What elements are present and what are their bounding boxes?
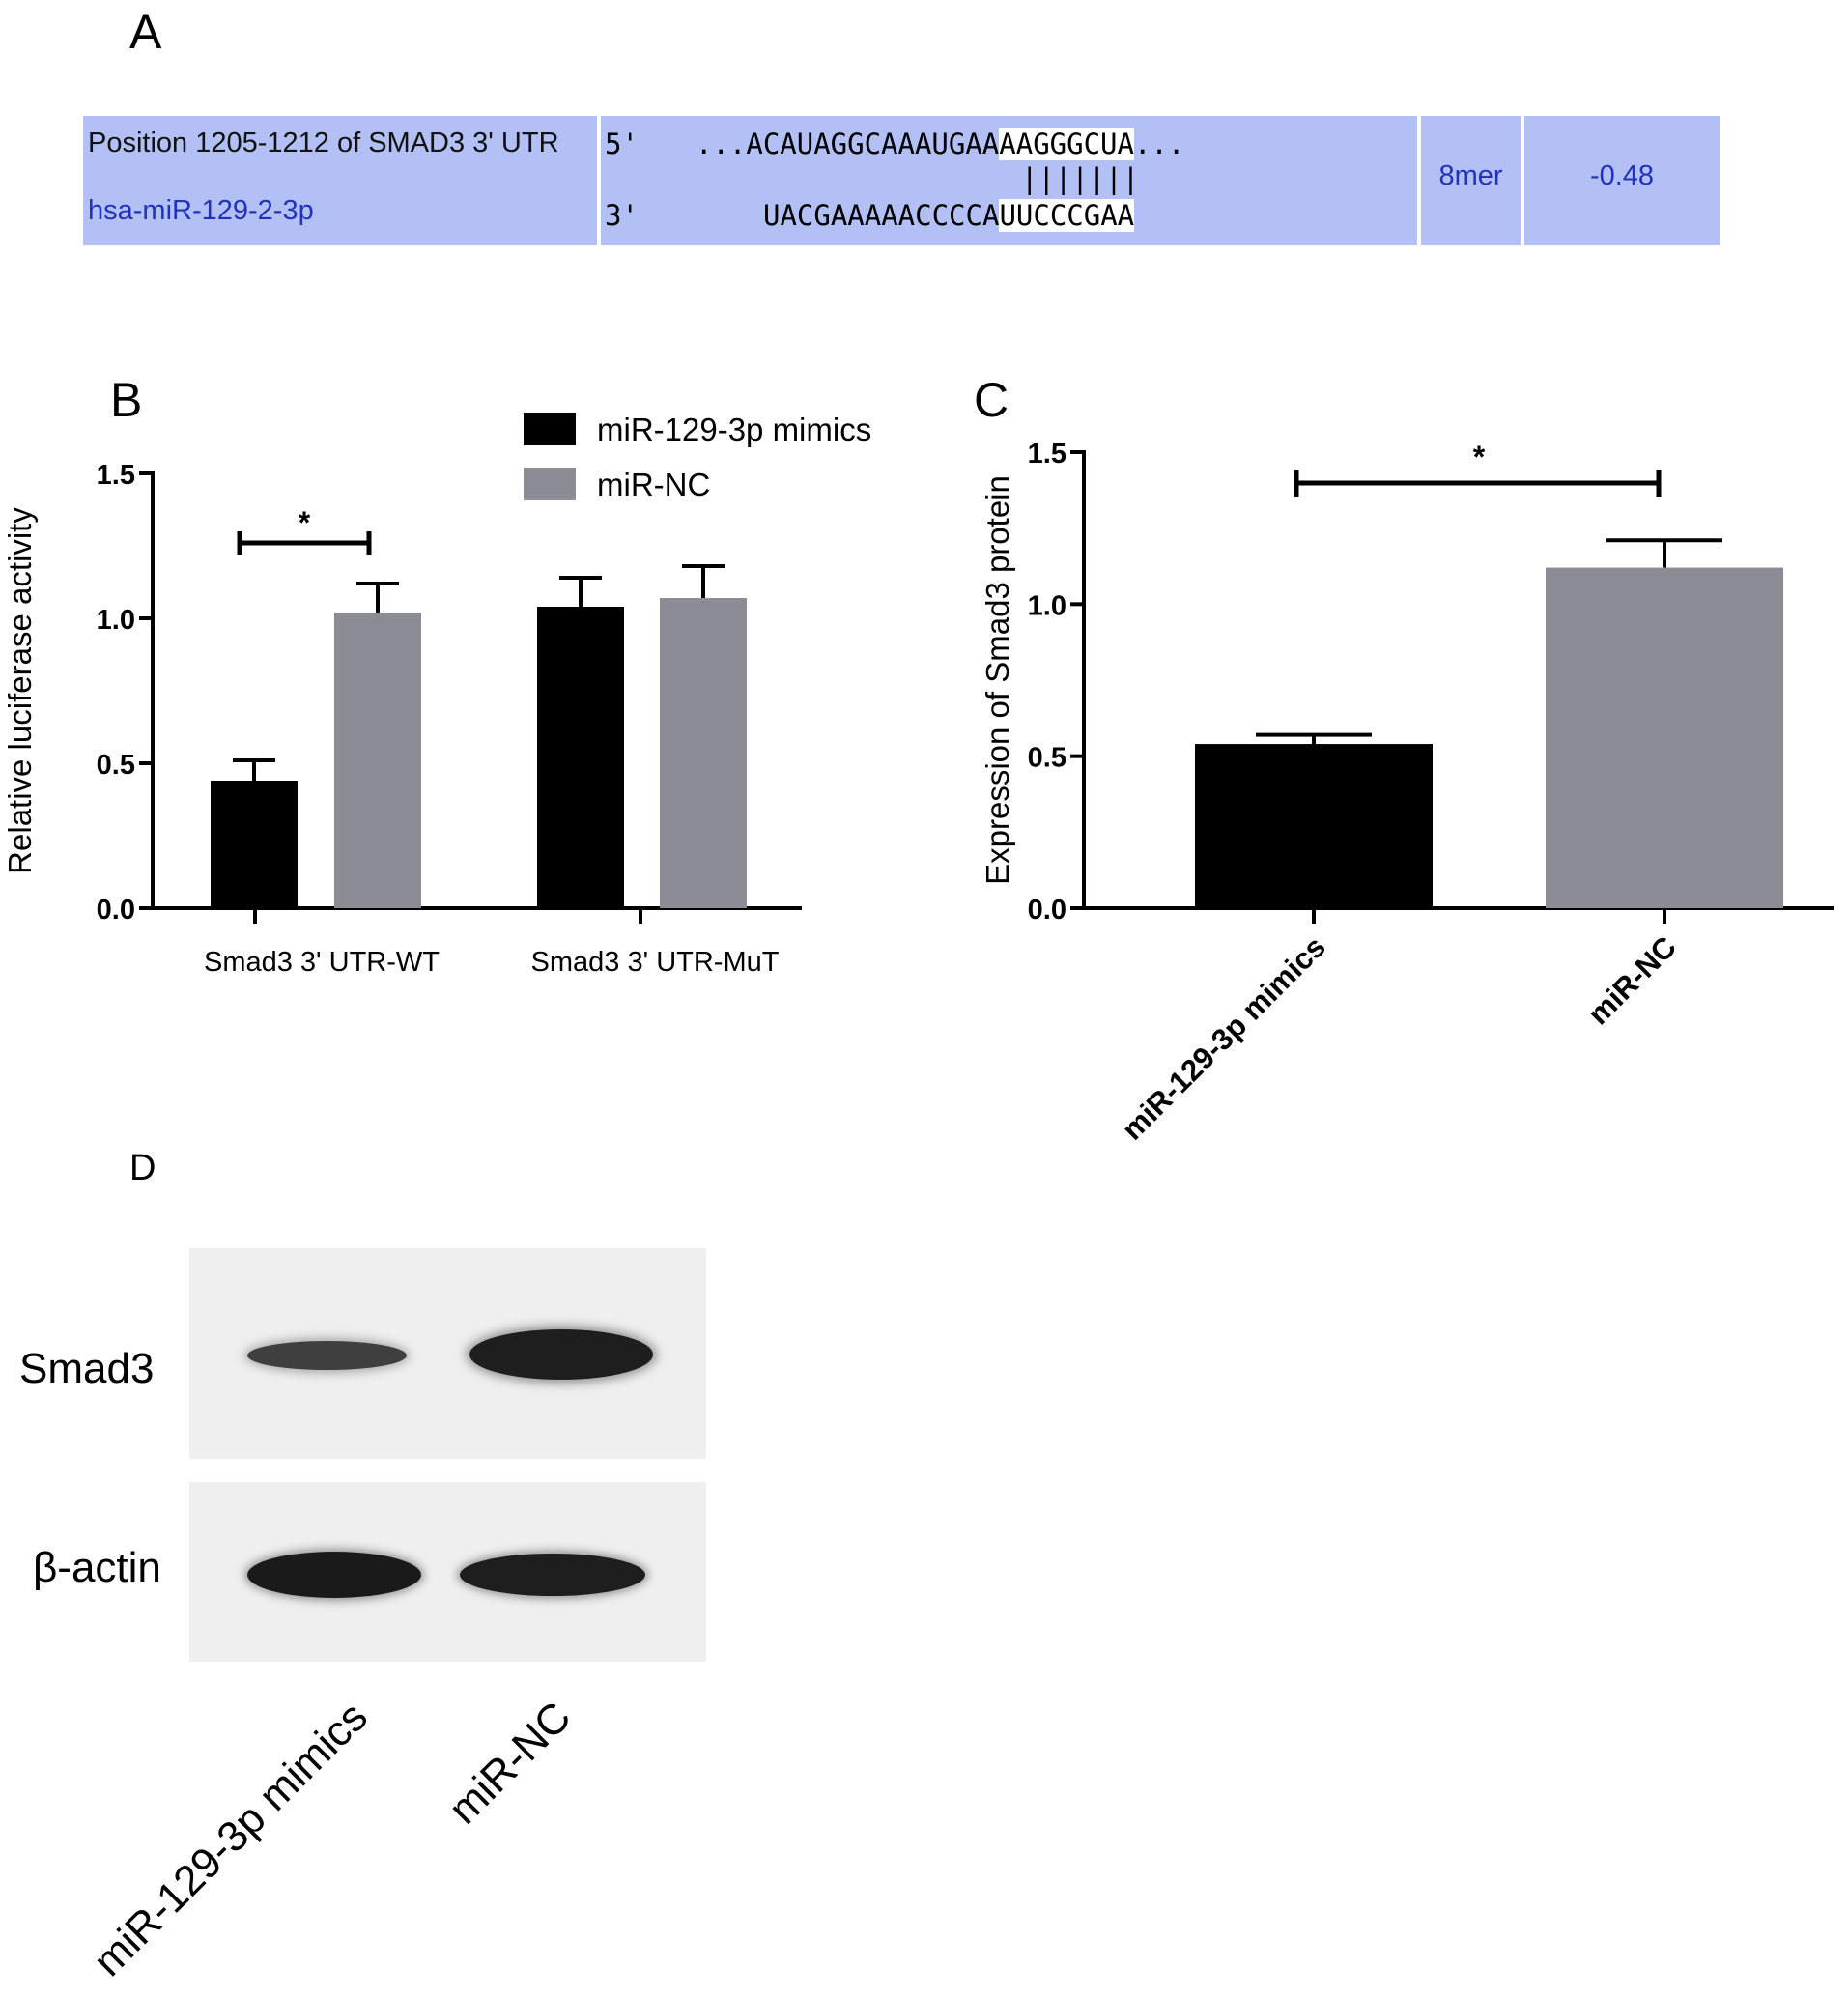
- utr-seed-site: AAGGGCUA: [999, 128, 1134, 160]
- utr-prime: 5': [605, 128, 639, 160]
- chart-c-x-tick-label: miR-NC: [1581, 929, 1683, 1031]
- context-score-cell: -0.48: [1524, 116, 1720, 245]
- mirna-label: hsa-miR-129-2-3p: [88, 195, 314, 226]
- site-type-cell: 8mer: [1421, 116, 1521, 245]
- chart-b-bar: [537, 607, 624, 908]
- chart-b-y-tick-label: 0.0: [97, 895, 135, 926]
- chart-b-y-tick-label: 1.0: [97, 605, 135, 636]
- site-name-cell: Position 1205-1212 of SMAD3 3' UTR hsa-m…: [83, 116, 597, 245]
- luciferase-chart: 0.0 0.5 1.0 1.5 Relative luciferase activity…: [2, 412, 871, 978]
- pairing-marks: |||||||: [1021, 162, 1140, 195]
- chart-b-y-axis-label: Relative luciferase activity: [2, 507, 38, 874]
- site-type: 8mer: [1438, 160, 1503, 191]
- chart-c-bar: [1546, 567, 1783, 908]
- chart-b-x-tick-label: Smad3 3' UTR-WT: [204, 947, 440, 978]
- chart-c-sig-star: *: [1473, 440, 1486, 474]
- band-smad3-nc: [469, 1329, 653, 1380]
- chart-b-sig-star: *: [299, 505, 311, 540]
- panel-b-letter: B: [110, 373, 143, 427]
- context-score: -0.48: [1589, 160, 1655, 191]
- panel-c-letter: C: [974, 373, 1009, 427]
- band-smad3-mimics: [247, 1341, 407, 1370]
- alignment-cell: 5' ...ACAUAGGCAAAUGAAAAGGGCUA... |||||||…: [601, 116, 1417, 245]
- chart-b-legend-swatch: [524, 468, 576, 500]
- blot-row-label-smad3: Smad3: [19, 1345, 155, 1392]
- chart-c-y-tick-label: 1.0: [1028, 590, 1066, 621]
- panel-a-letter: A: [129, 5, 162, 59]
- chart-b-x-tick-label: Smad3 3' UTR-MuT: [531, 947, 780, 978]
- chart-b-legend-label: miR-NC: [597, 467, 710, 502]
- chart-b-legend-swatch: [524, 413, 576, 445]
- mir-sequence: UACGAAAAACCCCAUUCCCGAA: [763, 199, 1135, 232]
- chart-c-bar: [1195, 744, 1433, 908]
- chart-b-y-tick-label: 0.5: [97, 750, 135, 781]
- lane-label-mimics: miR-129-3p mimics: [84, 1693, 377, 1985]
- chart-c-y-axis-label: Expression of Smad3 protein: [980, 475, 1015, 885]
- band-actin-mimics: [247, 1552, 421, 1598]
- chart-b-bar: [211, 781, 298, 908]
- utr-seq-prefix: ...ACAUAGGCAAAUGAA: [696, 128, 1000, 160]
- panel-d-letter: D: [129, 1148, 156, 1188]
- smad3-expression-chart: 0.0 0.5 1.0 1.5 Expression of Smad3 protein m…: [980, 439, 1834, 1147]
- blot-actin: [189, 1482, 706, 1662]
- blot-row-label-actin: β-actin: [33, 1544, 161, 1591]
- site-position-label: Position 1205-1212 of SMAD3 3' UTR: [88, 128, 559, 158]
- mir-seq-prefix: UACGAAAAACCCCA: [763, 199, 1000, 232]
- mir-seed-site: UUCCCGAA: [999, 199, 1135, 232]
- chart-c-y-tick-label: 1.5: [1028, 439, 1066, 470]
- mir-prime: 3': [605, 199, 639, 232]
- chart-c-x-tick-label: miR-129-3p mimics: [1115, 929, 1332, 1147]
- target-site-table: Position 1205-1212 of SMAD3 3' UTR hsa-m…: [83, 116, 1720, 245]
- band-actin-nc: [460, 1554, 645, 1596]
- chart-c-y-tick-label: 0.0: [1028, 895, 1066, 926]
- blot-smad3: [189, 1248, 706, 1459]
- chart-b-bar: [660, 598, 747, 908]
- utr-sequence: ...ACAUAGGCAAAUGAAAAGGGCUA...: [696, 128, 1184, 160]
- chart-b-bar: [334, 613, 421, 908]
- chart-b-y-tick-label: 1.5: [97, 460, 135, 491]
- chart-c-y-tick-label: 0.5: [1028, 743, 1066, 774]
- lane-label-nc: miR-NC: [439, 1693, 580, 1834]
- utr-seq-suffix: ...: [1133, 128, 1185, 160]
- chart-b-legend-label: miR-129-3p mimics: [597, 412, 871, 447]
